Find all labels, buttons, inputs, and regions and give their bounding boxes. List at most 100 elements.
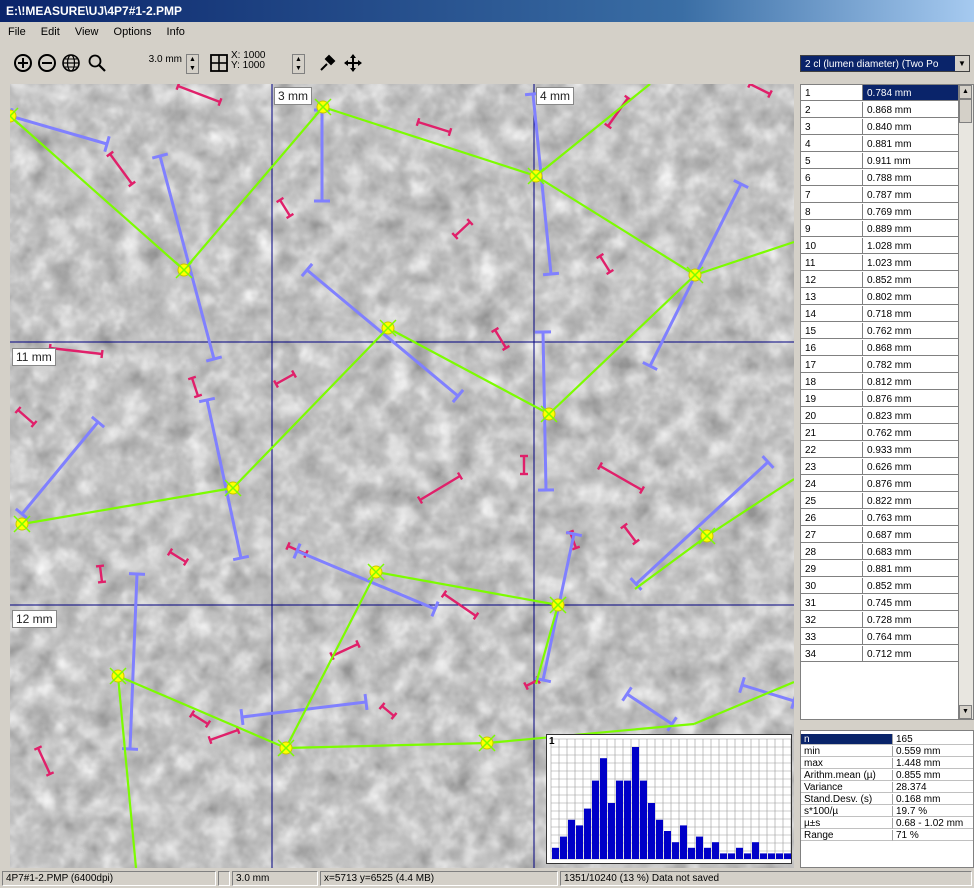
menu-edit[interactable]: Edit <box>40 26 60 38</box>
measurement-row[interactable]: 19 0.876 mm <box>801 391 961 408</box>
pink-measure-cap <box>204 719 212 729</box>
measurement-row[interactable]: 1 0.784 mm <box>801 85 961 102</box>
measurement-value: 1.023 mm <box>863 255 961 271</box>
measurement-row[interactable]: 28 0.683 mm <box>801 544 961 561</box>
blue-measure-cap <box>738 676 746 694</box>
grid-button[interactable] <box>208 52 230 74</box>
stat-value: 1.448 mm <box>893 758 973 769</box>
magnifier-button[interactable] <box>86 52 108 74</box>
status-blank <box>218 871 230 886</box>
measurement-row[interactable]: 6 0.788 mm <box>801 170 961 187</box>
toolbar: 3.0 mm ▲ ▼ X: 1000 Y: 1000 ▲ ▼ 2 cl (lumen… <box>0 44 974 84</box>
pink-measure <box>599 464 643 492</box>
measurement-row[interactable]: 8 0.769 mm <box>801 204 961 221</box>
scroll-down-button[interactable]: ▼ <box>959 705 972 719</box>
measurement-row[interactable]: 34 0.712 mm <box>801 646 961 663</box>
grid-stepper[interactable]: ▲ ▼ <box>292 54 305 74</box>
measurement-row[interactable]: 11 1.023 mm <box>801 255 961 272</box>
stat-row: n 165 <box>801 734 973 745</box>
measurement-value: 0.683 mm <box>863 544 961 560</box>
pink-measure <box>98 565 104 583</box>
measurement-row[interactable]: 3 0.840 mm <box>801 119 961 136</box>
measurement-index: 19 <box>801 391 863 407</box>
pink-measure-cap <box>466 218 474 226</box>
measurement-row[interactable]: 7 0.787 mm <box>801 187 961 204</box>
image-canvas[interactable]: 3 mm 4 mm 11 mm 12 mm 1 <box>10 84 794 868</box>
pink-measure <box>454 221 471 237</box>
histogram-bar <box>616 780 623 859</box>
connection-line <box>285 571 377 749</box>
centroid-tick <box>540 405 558 423</box>
zoom-in-button[interactable] <box>12 52 34 74</box>
measurement-value: 0.852 mm <box>863 272 961 288</box>
zoom-out-button[interactable] <box>36 52 58 74</box>
measurement-row[interactable]: 2 0.868 mm <box>801 102 961 119</box>
menu-options[interactable]: Options <box>113 26 152 38</box>
pink-measure <box>17 409 35 425</box>
histogram-bar <box>760 853 767 859</box>
measurement-row[interactable]: 4 0.881 mm <box>801 136 961 153</box>
measurement-list[interactable]: 1 0.784 mm 2 0.868 mm 3 0.840 mm 4 0.881 mm 5 0.9… <box>800 84 974 720</box>
stat-row: Range 71 % <box>801 830 973 841</box>
measure-type-select[interactable]: 2 cl (lumen diameter) (Two Po ▼ <box>800 55 970 72</box>
move-button[interactable] <box>342 52 364 74</box>
pink-measure-cap <box>490 326 500 334</box>
measurement-row[interactable]: 26 0.763 mm <box>801 510 961 527</box>
chevron-up-icon: ▲ <box>189 56 196 63</box>
measurement-value: 0.802 mm <box>863 289 961 305</box>
pink-measure-cap <box>188 709 196 719</box>
centroid-tick <box>277 739 295 757</box>
measurement-row[interactable]: 23 0.626 mm <box>801 459 961 476</box>
pin-button[interactable] <box>316 52 338 74</box>
pink-measure-cap <box>275 196 285 204</box>
pink-measure-cap <box>166 547 174 557</box>
status-info: 1351/10240 (13 %) Data not saved <box>560 871 972 886</box>
measurement-row[interactable]: 14 0.718 mm <box>801 306 961 323</box>
scroll-up-button[interactable]: ▲ <box>959 85 972 99</box>
measurement-row[interactable]: 21 0.762 mm <box>801 425 961 442</box>
pink-measure-cap <box>415 117 421 127</box>
menu-file[interactable]: File <box>8 26 26 38</box>
measurement-value: 0.728 mm <box>863 612 961 628</box>
measurement-index: 27 <box>801 527 863 543</box>
measurement-value: 0.822 mm <box>863 493 961 509</box>
fit-all-button[interactable] <box>60 52 82 74</box>
measurement-row[interactable]: 30 0.852 mm <box>801 578 961 595</box>
measurement-row[interactable]: 18 0.812 mm <box>801 374 961 391</box>
histogram-bar <box>712 842 719 859</box>
measurement-row[interactable]: 32 0.728 mm <box>801 612 961 629</box>
measurement-row[interactable]: 16 0.868 mm <box>801 340 961 357</box>
pink-measure <box>49 346 103 356</box>
measurement-row[interactable]: 12 0.852 mm <box>801 272 961 289</box>
zoom-stepper[interactable]: ▲ ▼ <box>186 54 199 74</box>
measurement-index: 24 <box>801 476 863 492</box>
measurement-row[interactable]: 9 0.889 mm <box>801 221 961 238</box>
measurement-row[interactable]: 31 0.745 mm <box>801 595 961 612</box>
pink-measure-cap <box>747 84 752 89</box>
measurement-index: 32 <box>801 612 863 628</box>
measurement-row[interactable]: 33 0.764 mm <box>801 629 961 646</box>
chevron-down-icon[interactable]: ▼ <box>955 56 969 71</box>
measurement-index: 22 <box>801 442 863 458</box>
measurement-row[interactable]: 13 0.802 mm <box>801 289 961 306</box>
blue-measure-cap <box>621 686 633 702</box>
measurement-scrollbar[interactable]: ▲ ▼ <box>958 85 973 719</box>
connection-line <box>21 486 234 526</box>
menu-info[interactable]: Info <box>166 26 185 38</box>
pink-measure <box>36 747 52 775</box>
measurement-row[interactable]: 22 0.933 mm <box>801 442 961 459</box>
measurement-row[interactable]: 10 1.028 mm <box>801 238 961 255</box>
measurement-row[interactable]: 15 0.762 mm <box>801 323 961 340</box>
zoom-in-icon <box>14 54 32 72</box>
measurement-row[interactable]: 27 0.687 mm <box>801 527 961 544</box>
scroll-thumb[interactable] <box>959 99 972 123</box>
measurement-row[interactable]: 20 0.823 mm <box>801 408 961 425</box>
pink-measure-cap <box>175 84 181 91</box>
measurement-value: 0.764 mm <box>863 629 961 645</box>
measurement-row[interactable]: 25 0.822 mm <box>801 493 961 510</box>
menu-view[interactable]: View <box>74 26 99 38</box>
measurement-row[interactable]: 29 0.881 mm <box>801 561 961 578</box>
measurement-row[interactable]: 17 0.782 mm <box>801 357 961 374</box>
measurement-row[interactable]: 5 0.911 mm <box>801 153 961 170</box>
measurement-row[interactable]: 24 0.876 mm <box>801 476 961 493</box>
